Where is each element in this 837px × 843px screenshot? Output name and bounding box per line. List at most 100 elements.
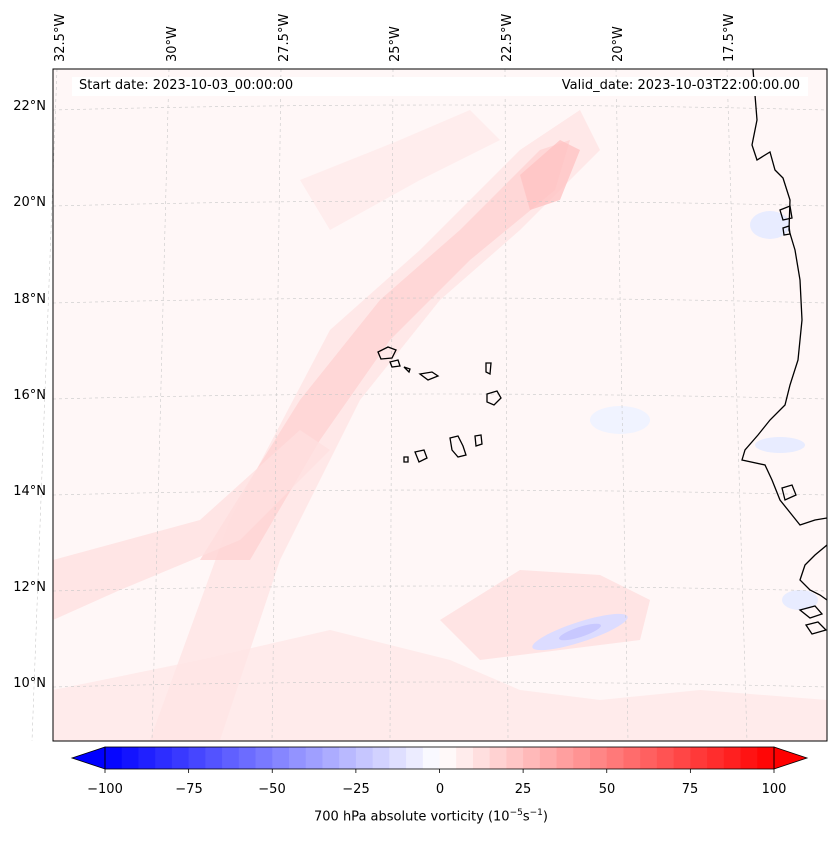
colorbar-segment [305, 747, 324, 769]
colorbar-tick: 75 [681, 782, 699, 797]
vorticity-negative-patch [750, 211, 790, 239]
lat-label-18n: 18°N [13, 292, 46, 307]
colorbar-title-text: 700 hPa absolute vorticity (10 [314, 809, 510, 825]
graticule-meridian [151, 68, 170, 742]
colorbar-segment [539, 747, 558, 769]
colorbar-segment [105, 747, 123, 769]
guinea-bissau-island [804, 621, 827, 635]
colorbar-segment [222, 747, 240, 769]
vorticity-negative-patch [559, 623, 601, 641]
colorbar-segment [155, 747, 173, 769]
colorbar-segment [439, 747, 457, 769]
colorbar-segment [355, 747, 374, 769]
colorbar-segment [556, 747, 574, 769]
graticule-parallel [52, 681, 828, 688]
colorbar-segment [422, 747, 441, 769]
colorbar [70, 746, 809, 773]
lon-label-25w: 25°W [388, 26, 403, 62]
graticule-parallel [52, 489, 828, 496]
lon-label-30w: 30°W [165, 26, 180, 62]
colorbar-tick: 25 [514, 782, 532, 797]
colorbar-tick: −75 [175, 782, 203, 797]
colorbar-segment [606, 747, 625, 769]
colorbar-segment [623, 747, 641, 769]
colorbar-segment [673, 747, 691, 769]
colorbar-segment [339, 747, 357, 769]
colorbar-segment [406, 747, 424, 769]
colorbar-title-close: ) [542, 809, 548, 825]
graticule-parallel [52, 104, 828, 111]
colorbar-segment [656, 747, 675, 769]
vorticity-negative-patch [590, 406, 650, 434]
lat-label-12n: 12°N [13, 580, 46, 595]
island-fogo [414, 449, 428, 463]
africa-coastline-south [799, 544, 827, 601]
colorbar-segment [372, 747, 390, 769]
colorbar-segment [723, 747, 742, 769]
lon-label-20w: 20°W [611, 26, 626, 62]
vorticity-band [150, 110, 600, 740]
graticule-meridian [389, 68, 394, 742]
graticule-meridian [271, 68, 282, 742]
colorbar-tick: −25 [342, 782, 370, 797]
colorbar-tick: 0 [435, 782, 445, 797]
colorbar-extend-max [773, 746, 809, 770]
colorbar-title-unit: s [522, 809, 530, 825]
lat-label-20n: 20°N [13, 195, 46, 210]
africa-coastline [741, 69, 827, 526]
colorbar-segment [456, 747, 474, 769]
lat-label-10n: 10°N [13, 676, 46, 691]
colorbar-title-exponent: −1 [529, 808, 543, 818]
vorticity-negative-patch [755, 437, 805, 453]
guinea-bissau-island [798, 605, 824, 619]
vorticity-field [53, 110, 827, 741]
island-santa-luzia [403, 366, 411, 374]
colorbar-segment [205, 747, 223, 769]
colorbar-segment [489, 747, 507, 769]
colorbar-tick: −50 [258, 782, 286, 797]
graticule-parallel [52, 393, 828, 400]
colorbar-segment [238, 747, 257, 769]
vorticity-negative-patch [782, 590, 818, 610]
colorbar-title-exponent: −5 [509, 808, 523, 818]
lat-label-22n: 22°N [13, 99, 46, 114]
island-maio [474, 434, 483, 447]
date-banner [72, 77, 808, 96]
coastline [377, 69, 827, 635]
coastal-island [782, 225, 791, 236]
lon-label-17-5w: 17.5°W [722, 13, 737, 62]
colorbar-segment [121, 747, 140, 769]
graticule-parallel [52, 585, 828, 592]
colorbar-segment [523, 747, 541, 769]
colorbar-segment [740, 747, 758, 769]
coastal-island [779, 205, 793, 221]
vorticity-band [300, 110, 500, 230]
graticule-meridian [31, 68, 58, 742]
graticule-meridian [726, 68, 748, 742]
graticule-meridian [615, 68, 629, 742]
colorbar-segment [138, 747, 156, 769]
colorbar-segment [707, 747, 725, 769]
vorticity-band [520, 140, 580, 210]
colorbar-extend-min [70, 746, 106, 770]
colorbar-segment [590, 747, 608, 769]
vorticity-band [53, 430, 330, 620]
map-frame [52, 68, 828, 742]
graticule-meridian [504, 68, 509, 742]
colorbar-segment [188, 747, 206, 769]
valid-date: Valid_date: 2023-10-03T22:00:00.00 [561, 78, 800, 93]
vorticity-band [53, 630, 827, 741]
colorbar-segment [506, 747, 524, 769]
colorbar-segment [472, 747, 491, 769]
island-sal [485, 362, 492, 376]
colorbar-segment [288, 747, 307, 769]
colorbar-tick: 100 [761, 782, 787, 797]
graticule-parallel [52, 200, 828, 207]
lon-label-32-5w: 32.5°W [53, 13, 68, 62]
island-sao-vicente [389, 359, 401, 368]
lon-label-27-5w: 27.5°W [277, 13, 292, 62]
graticule [31, 68, 828, 742]
colorbar-segment [272, 747, 290, 769]
